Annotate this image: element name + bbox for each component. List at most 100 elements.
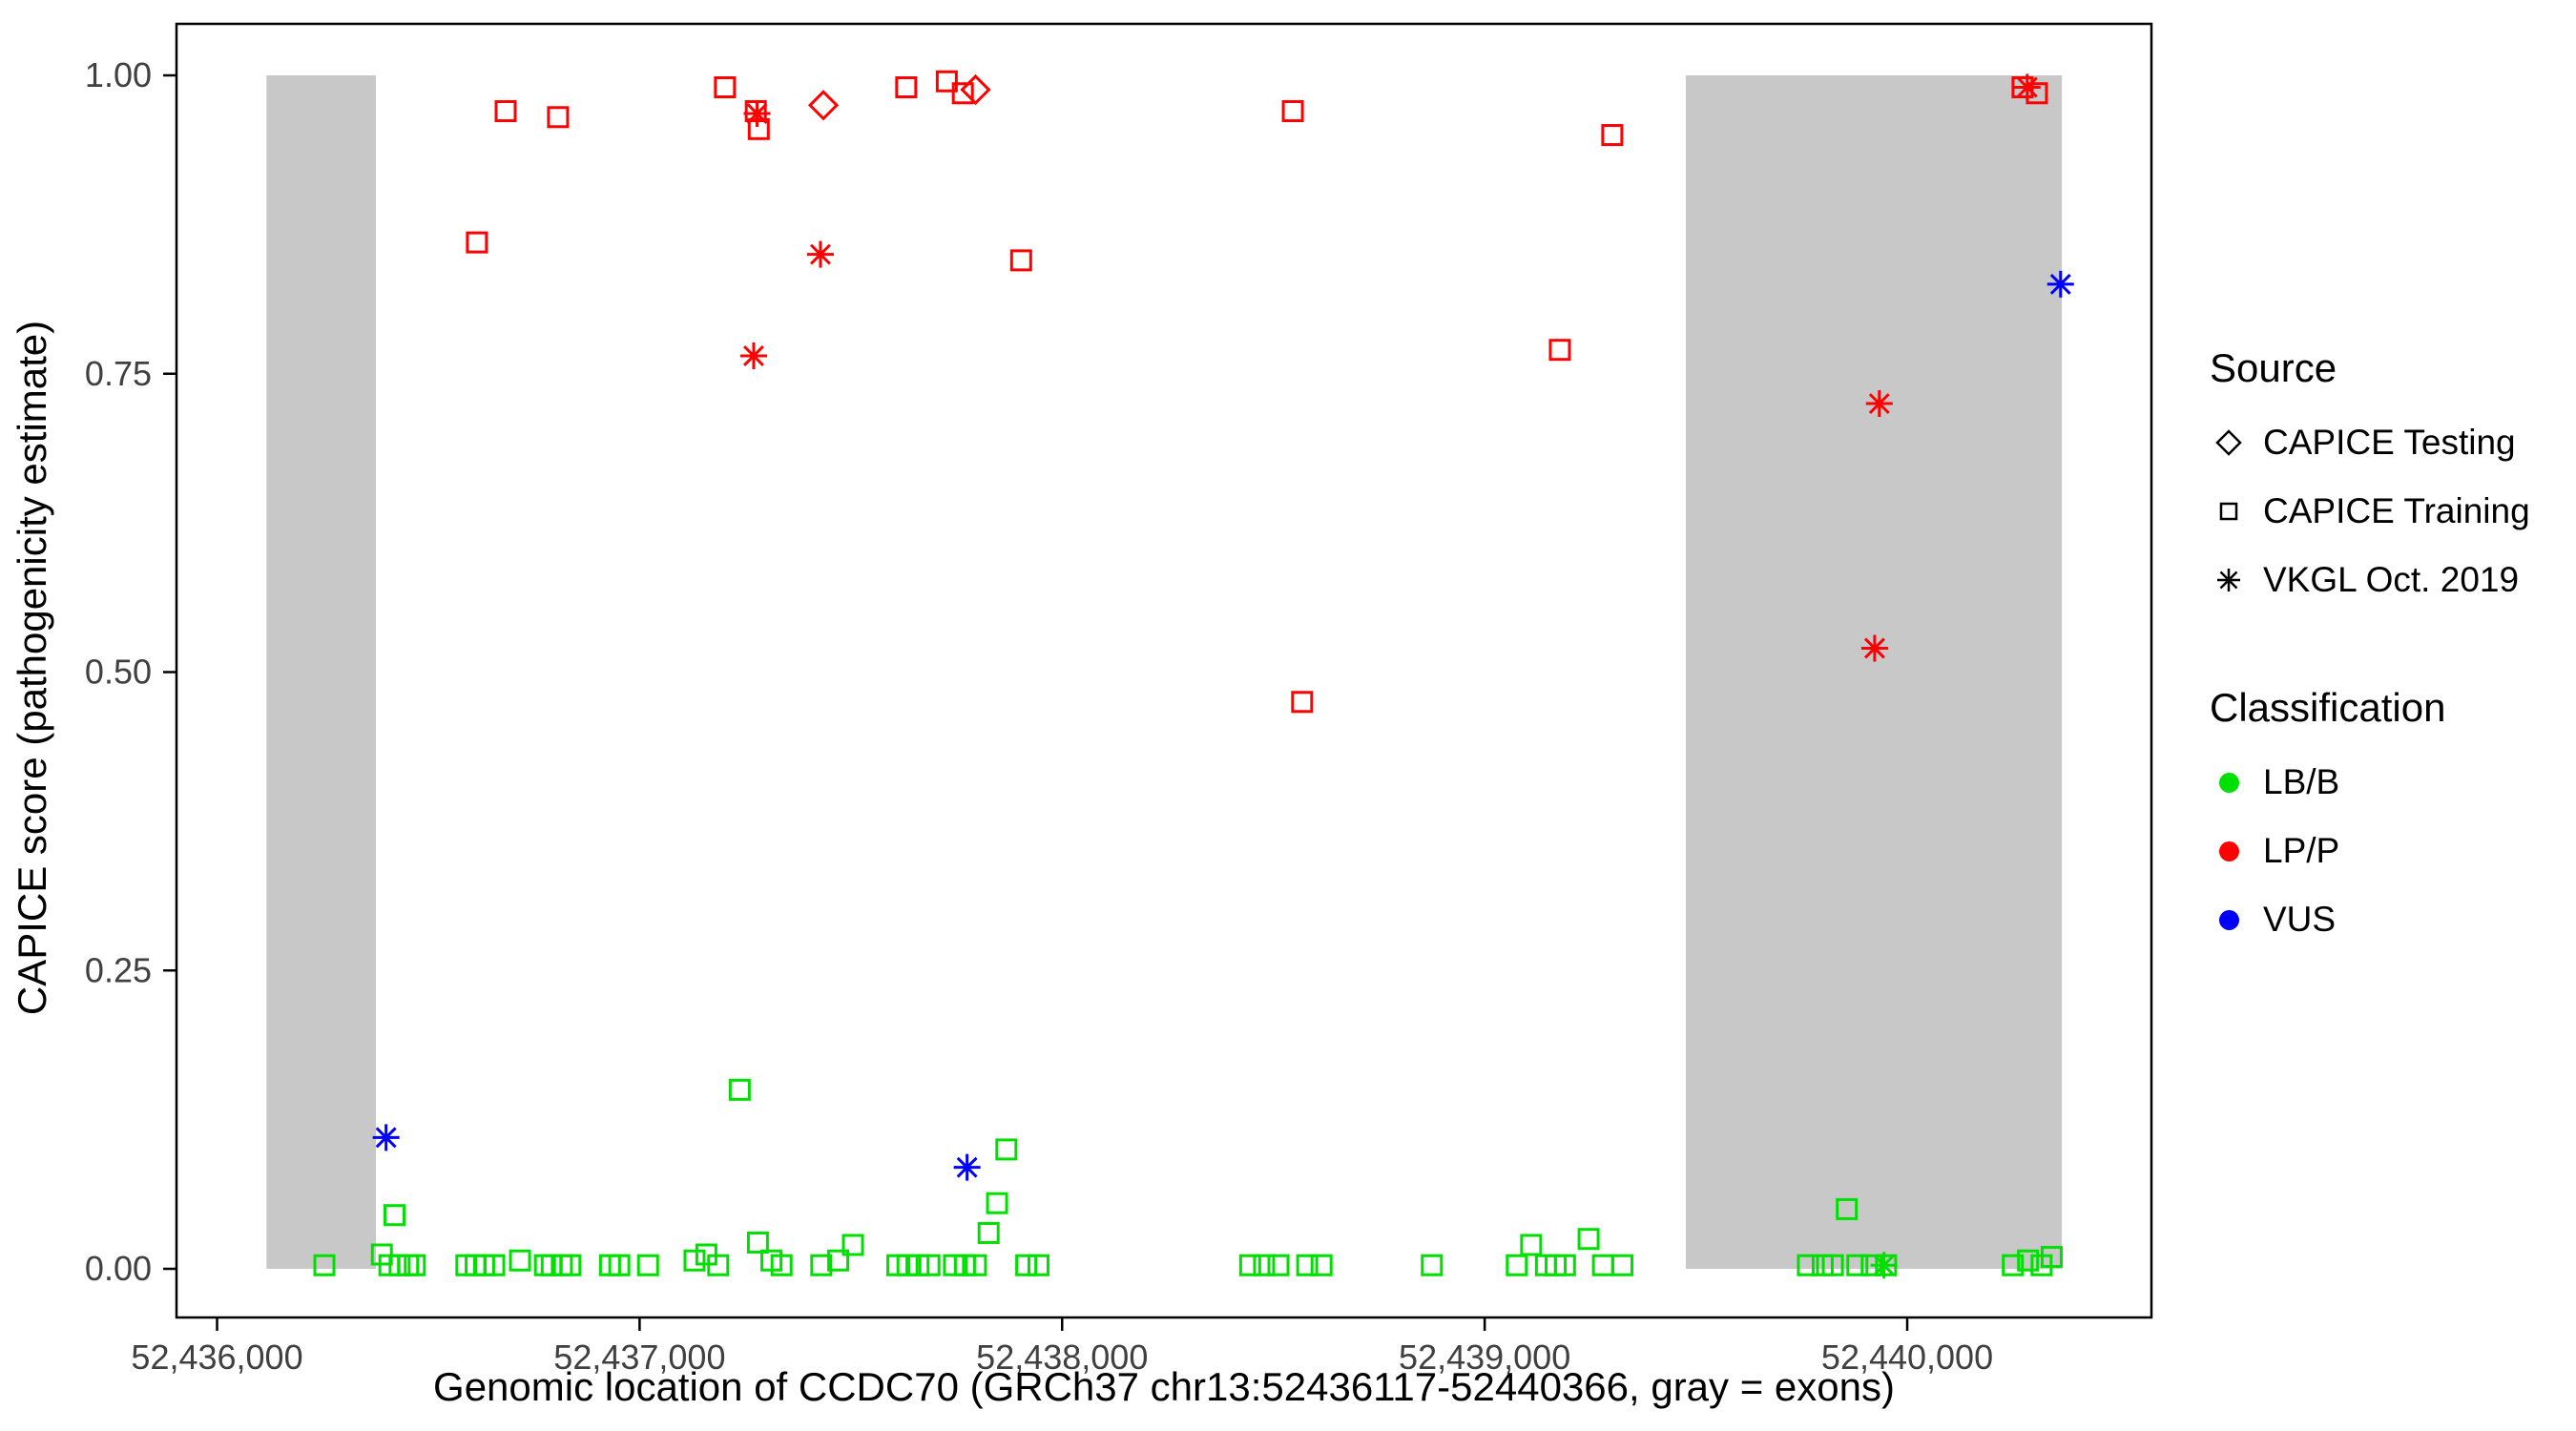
data-point-diamond	[960, 73, 991, 106]
data-point-square	[896, 1254, 919, 1276]
legend-item-label: VUS	[2263, 900, 2337, 939]
data-point-square	[2040, 1245, 2063, 1268]
lbb-dot-icon	[2210, 763, 2248, 801]
legend-item-capice-training: CAPICE Training	[2210, 477, 2576, 546]
data-point-square	[1421, 1254, 1444, 1276]
data-point-square	[907, 1254, 930, 1276]
data-point-square	[1281, 100, 1304, 123]
data-point-square	[1846, 1254, 1869, 1276]
data-point-square	[384, 1204, 406, 1227]
data-point-square	[1238, 1254, 1261, 1276]
data-point-asterisk	[1860, 634, 1888, 662]
data-point-square	[995, 1138, 1018, 1161]
data-point-square	[1577, 1228, 1600, 1251]
data-point-square	[1253, 1254, 1276, 1276]
legend: Source CAPICE Testing CAPICE Training	[2210, 345, 2576, 954]
data-point-square	[728, 1078, 751, 1101]
data-point-square	[1267, 1254, 1290, 1276]
data-point-square	[1591, 1254, 1614, 1276]
data-point-asterisk	[953, 1153, 981, 1181]
data-point-asterisk	[2013, 73, 2041, 101]
data-point-square	[918, 1254, 941, 1276]
data-point-square	[1836, 1197, 1859, 1220]
panel-border	[175, 22, 2153, 1319]
data-point-asterisk	[372, 1124, 400, 1151]
data-point-square	[1310, 1254, 1333, 1276]
data-point-square	[1015, 1254, 1038, 1276]
data-point-square	[707, 1254, 730, 1276]
legend-source-title: Source	[2210, 345, 2337, 390]
legend-item-lpp: LP/P	[2210, 817, 2576, 885]
data-point-square	[1009, 249, 1032, 272]
legend-item-vkgl: VKGL Oct. 2019	[2210, 546, 2576, 614]
data-point-square	[313, 1254, 336, 1276]
data-point-square	[1291, 691, 1314, 714]
data-point-square	[1296, 1254, 1319, 1276]
data-point-asterisk	[743, 100, 771, 128]
data-point-square	[509, 1249, 531, 1272]
square-icon	[2210, 492, 2248, 530]
data-point-diamond	[807, 90, 840, 121]
data-point-square	[951, 82, 974, 105]
x-tick-label: 52,438,000	[976, 1338, 1148, 1377]
legend-item-label: LB/B	[2263, 762, 2340, 801]
y-tick-label: 1.00	[85, 55, 152, 94]
data-point-square	[2017, 1249, 2040, 1272]
data-point-square	[986, 1192, 1008, 1214]
y-tick-label: 0.25	[85, 950, 152, 989]
legend-item-label: LP/P	[2263, 831, 2340, 870]
legend-item-label: CAPICE Testing	[2263, 423, 2516, 462]
legend-item-lbb: LB/B	[2210, 748, 2576, 817]
data-point-square	[810, 1254, 833, 1276]
data-point-square	[683, 1249, 706, 1272]
data-point-square	[965, 1254, 987, 1276]
data-point-square	[494, 100, 517, 123]
data-point-square	[1797, 1254, 1819, 1276]
data-point-square	[2002, 1254, 2025, 1276]
legend-classification-title: Classification	[2210, 685, 2446, 730]
legend-source: Source CAPICE Testing CAPICE Training	[2210, 345, 2576, 614]
data-point-square	[977, 1221, 1000, 1244]
data-point-square	[841, 1234, 864, 1256]
data-point-square	[1611, 1254, 1634, 1276]
legend-item-label: CAPICE Training	[2263, 491, 2530, 530]
data-point-square	[943, 1254, 966, 1276]
data-point-asterisk	[739, 342, 767, 369]
data-point-square	[1027, 1254, 1049, 1276]
asterisk-icon	[2210, 561, 2248, 599]
data-point-square	[636, 1254, 659, 1276]
exon-region	[266, 75, 377, 1269]
x-axis-label: Genomic location of CCDC70 (GRCh37 chr13…	[433, 1364, 1895, 1409]
data-point-square	[895, 76, 918, 99]
exon-region	[1685, 75, 2063, 1269]
data-point-asterisk	[1865, 390, 1893, 418]
data-point-square	[827, 1249, 850, 1272]
data-point-square	[1821, 1254, 1844, 1276]
diamond-icon	[2210, 424, 2248, 462]
y-tick-label: 0.00	[85, 1249, 152, 1288]
data-point-square	[466, 231, 488, 254]
data-point-square	[483, 1254, 506, 1276]
data-point-square	[1601, 124, 1624, 147]
data-point-square	[935, 70, 958, 93]
vus-dot-icon	[2210, 901, 2248, 939]
data-point-square	[1548, 339, 1571, 362]
y-tick-label: 0.50	[85, 653, 152, 692]
data-point-square	[1553, 1254, 1576, 1276]
data-point-square	[746, 1231, 769, 1254]
data-point-square	[1520, 1234, 1543, 1256]
x-tick-label: 52,436,000	[131, 1338, 302, 1377]
legend-item-vus: VUS	[2210, 885, 2576, 954]
x-tick-label: 52,440,000	[1821, 1338, 1993, 1377]
y-axis-label: CAPICE score (pathogenicity estimate)	[10, 320, 54, 1016]
x-tick-label: 52,437,000	[553, 1338, 725, 1377]
data-point-square	[770, 1254, 793, 1276]
legend-item-capice-testing: CAPICE Testing	[2210, 408, 2576, 477]
lpp-dot-icon	[2210, 832, 2248, 870]
data-point-square	[547, 106, 570, 129]
data-point-square	[559, 1254, 582, 1276]
y-tick-label: 0.75	[85, 354, 152, 393]
x-tick-label: 52,439,000	[1399, 1338, 1570, 1377]
